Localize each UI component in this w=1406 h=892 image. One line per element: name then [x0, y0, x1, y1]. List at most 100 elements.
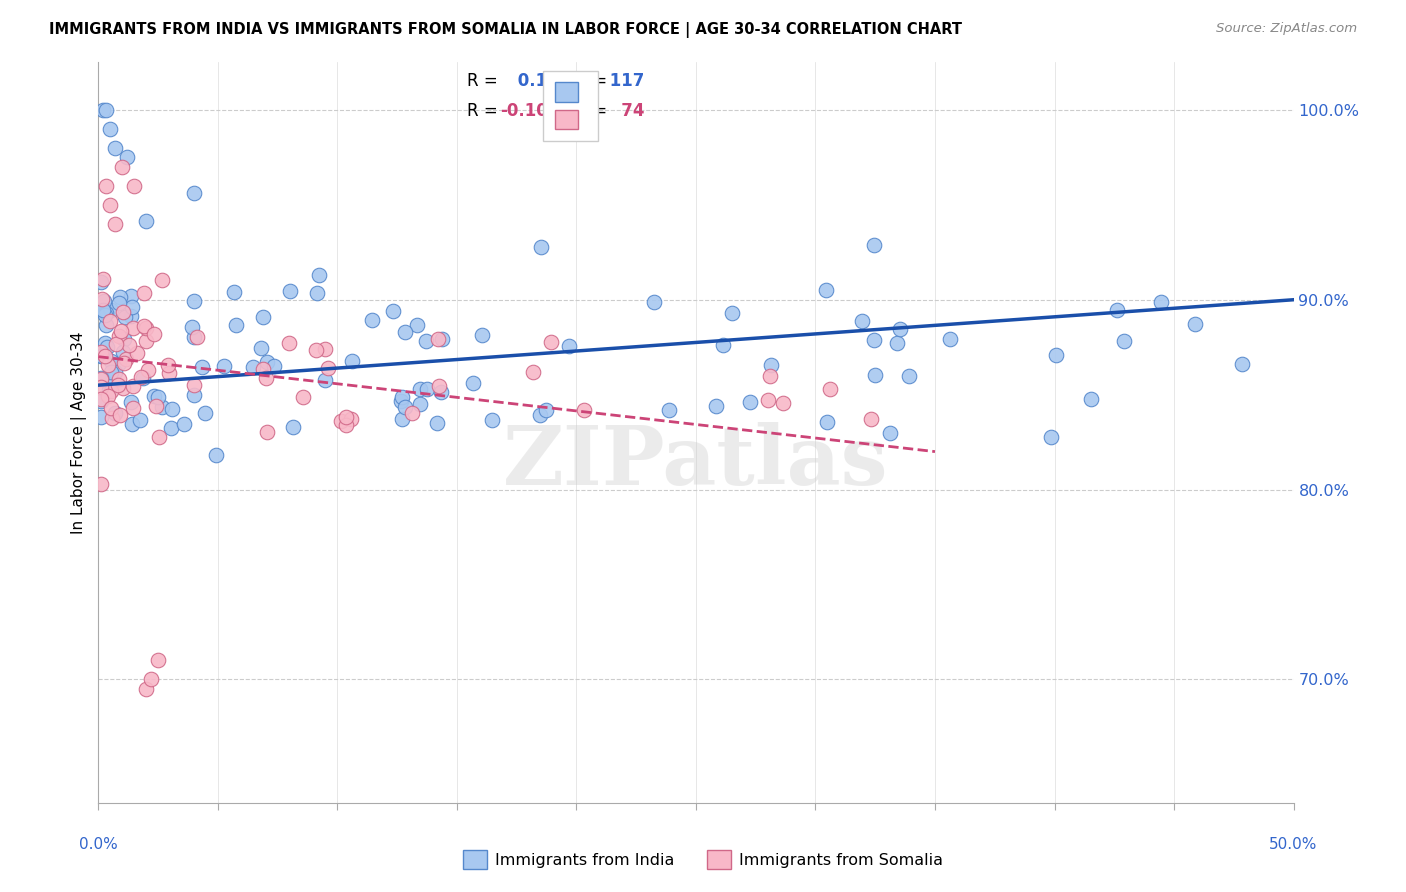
Point [461, 376, 484, 390]
Point [256, 425, 278, 440]
Point [889, 322, 911, 336]
Point [406, 318, 429, 332]
Point [658, 403, 681, 417]
Point [111, 381, 134, 395]
Point [96, 339, 118, 353]
Point [129, 370, 152, 384]
Point [90, 409, 112, 424]
Point [252, 310, 274, 325]
Point [159, 421, 181, 435]
Point [122, 401, 145, 416]
Point [120, 309, 142, 323]
Point [252, 362, 274, 376]
Point [529, 408, 551, 422]
Point [101, 411, 124, 425]
Point [111, 160, 134, 174]
Point [110, 290, 132, 304]
Point [91, 272, 114, 286]
Point [522, 365, 544, 379]
Point [107, 378, 129, 392]
Point [114, 310, 136, 324]
Point [291, 390, 314, 404]
Point [100, 365, 122, 379]
Point [134, 286, 156, 301]
Point [136, 363, 159, 377]
Point [90, 380, 112, 394]
Point [851, 313, 873, 327]
Text: 117: 117 [605, 72, 644, 90]
Point [98, 384, 121, 398]
Point [409, 382, 432, 396]
Point [90, 371, 112, 385]
Point [98, 121, 122, 136]
Point [146, 390, 169, 404]
Point [97, 389, 120, 403]
Point [91, 103, 114, 117]
Point [143, 326, 166, 341]
Point [90, 392, 112, 407]
Point [100, 354, 122, 368]
Point [862, 333, 884, 347]
Legend: Immigrants from India, Immigrants from Somalia: Immigrants from India, Immigrants from S… [457, 844, 949, 875]
Point [772, 396, 794, 410]
Point [181, 319, 204, 334]
Point [572, 403, 595, 417]
Point [120, 395, 142, 409]
Point [278, 285, 301, 299]
Point [190, 359, 212, 374]
Point [1107, 303, 1129, 318]
Text: N =: N = [565, 102, 612, 120]
Point [720, 306, 742, 320]
Point [389, 394, 412, 409]
Point [124, 178, 146, 193]
Point [534, 403, 557, 417]
Point [128, 413, 150, 427]
Point [111, 345, 134, 359]
Point [711, 338, 734, 352]
Point [314, 343, 336, 357]
Point [1045, 348, 1067, 362]
Point [879, 425, 901, 440]
Point [256, 355, 278, 369]
Text: 0.190: 0.190 [512, 72, 571, 90]
Point [131, 371, 153, 385]
Point [391, 390, 413, 404]
Point [316, 360, 339, 375]
Point [132, 318, 155, 333]
Point [108, 329, 131, 343]
Text: -0.108: -0.108 [501, 102, 560, 120]
Point [761, 358, 783, 372]
Point [394, 401, 416, 415]
Point [430, 333, 453, 347]
Point [254, 371, 277, 385]
Point [90, 345, 112, 359]
Point [104, 217, 127, 231]
Point [860, 412, 883, 426]
Point [145, 399, 167, 413]
Legend: , : , [543, 70, 598, 141]
Point [394, 325, 416, 339]
Point [150, 273, 173, 287]
Point [91, 349, 114, 363]
Point [100, 401, 122, 415]
Text: N =: N = [565, 72, 612, 90]
Point [100, 303, 122, 318]
Point [427, 332, 450, 346]
Point [98, 198, 122, 212]
Point [314, 373, 336, 387]
Point [121, 300, 143, 314]
Point [815, 415, 838, 429]
Point [277, 335, 299, 350]
Point [193, 406, 215, 420]
Point [1039, 430, 1062, 444]
Point [1184, 317, 1206, 331]
Point [120, 289, 142, 303]
Point [121, 417, 143, 432]
Point [104, 141, 127, 155]
Point [224, 318, 246, 333]
Point [401, 406, 423, 420]
Point [360, 312, 382, 326]
Point [107, 356, 129, 370]
Point [408, 397, 430, 411]
Point [90, 476, 112, 491]
